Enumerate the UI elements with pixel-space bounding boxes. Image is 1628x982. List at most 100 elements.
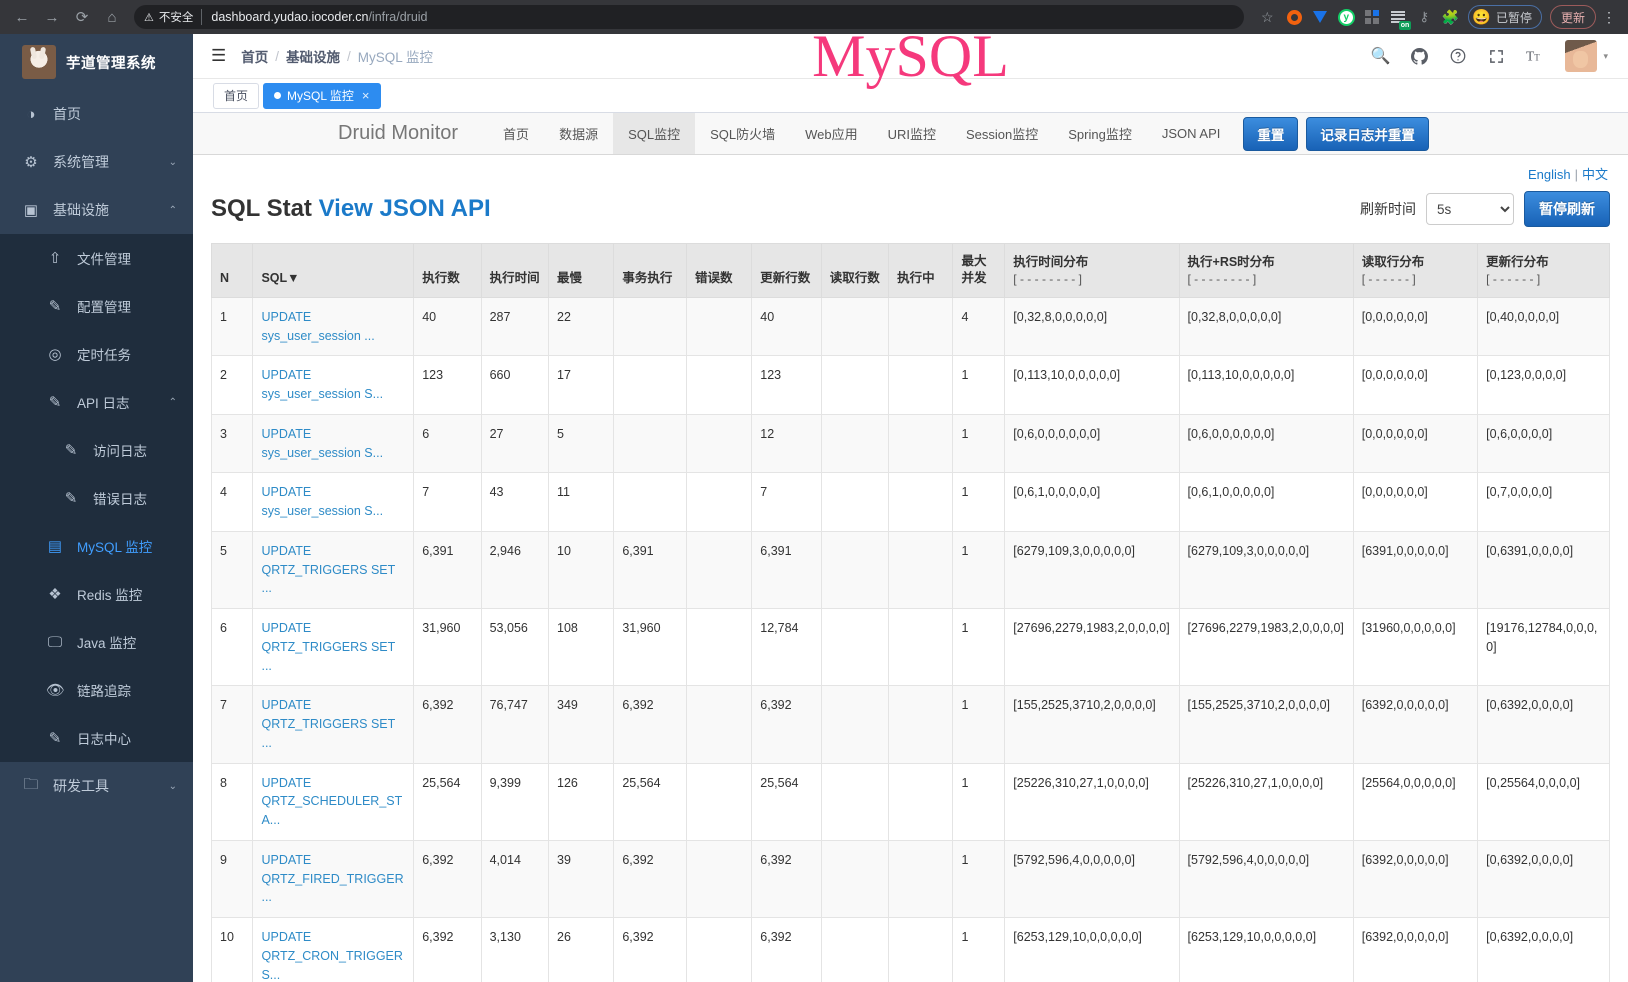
sidebar-item-scheduled-task[interactable]: ◎ 定时任务 <box>0 330 193 378</box>
sidebar-item-infra[interactable]: ▣ 基础设施 ⌃ <box>0 186 193 234</box>
druid-brand[interactable]: Druid Monitor <box>338 122 459 144</box>
extension-grid-icon[interactable] <box>1360 5 1384 29</box>
extension-key-icon[interactable]: ⚷ <box>1419 9 1430 24</box>
cell-sql[interactable]: UPDATE QRTZ_SCHEDULER_STA... <box>252 762 415 841</box>
tab-home[interactable]: 首页 <box>213 82 260 109</box>
druid-nav-datasource[interactable]: 数据源 <box>559 127 599 142</box>
cell-sql[interactable]: UPDATE QRTZ_FIRED_TRIGGER... <box>252 839 415 919</box>
col-read-row-dist[interactable]: 读取行分布[ - - - - - - ] <box>1352 243 1479 298</box>
druid-nav-sql-firewall[interactable]: SQL防火墙 <box>710 127 776 142</box>
view-json-api-link[interactable]: View JSON API <box>318 195 491 222</box>
brand[interactable]: 芋道管理系统 <box>0 34 193 90</box>
col-max-concurrent[interactable]: 最大并发 <box>952 243 1006 298</box>
col-n[interactable]: N <box>210 243 254 298</box>
col-update-rows[interactable]: 更新行数 <box>751 243 822 298</box>
col-slowest[interactable]: 最慢 <box>548 243 615 298</box>
druid-nav-uri-monitor[interactable]: URI监控 <box>887 127 936 142</box>
forward-arrow-icon[interactable]: → <box>44 8 60 26</box>
cell-sql[interactable]: UPDATE QRTZ_CRON_TRIGGERS... <box>252 916 415 982</box>
cell-sql[interactable]: UPDATE sys_user_session S... <box>252 355 415 415</box>
update-button[interactable]: 更新 <box>1549 5 1596 29</box>
extension-list-icon[interactable]: on <box>1386 5 1412 30</box>
sidebar-item-config-manage[interactable]: ✎ 配置管理 <box>0 282 193 330</box>
col-exec-count[interactable]: 执行数 <box>413 243 482 298</box>
col-exec-time[interactable]: 执行时间 <box>480 243 550 298</box>
cell-sql[interactable]: UPDATE sys_user_session S... <box>252 472 415 532</box>
sidebar-item-access-log[interactable]: ✎ 访问日志 <box>0 426 193 474</box>
sql-link[interactable]: UPDATE sys_user_session S... <box>261 426 384 460</box>
back-arrow-icon[interactable]: ← <box>14 8 30 26</box>
fullscreen-icon[interactable] <box>1488 48 1505 65</box>
sidebar-item-mysql-monitor[interactable]: ▤ MySQL 监控 <box>0 522 193 570</box>
col-read-rows[interactable]: 读取行数 <box>820 243 890 298</box>
hamburger-icon[interactable]: ☰ <box>211 46 226 65</box>
cell-sql[interactable]: UPDATE QRTZ_TRIGGERS SET ... <box>252 530 415 610</box>
log-and-reset-button[interactable]: 记录日志并重置 <box>1306 116 1429 151</box>
sql-link[interactable]: UPDATE QRTZ_SCHEDULER_STA... <box>261 775 403 828</box>
sql-link[interactable]: UPDATE sys_user_session S... <box>261 485 384 518</box>
address-bar[interactable]: ⚠ 不安全 dashboard.yudao.iocoder.cn/infra/d… <box>134 5 1245 29</box>
druid-nav-json-api[interactable]: JSON API <box>1161 126 1221 141</box>
cell-update-row-dist: [0,7,0,0,0,0] <box>1477 472 1610 532</box>
help-icon[interactable] <box>1449 47 1467 65</box>
sql-link[interactable]: UPDATE QRTZ_TRIGGERS SET ... <box>261 543 396 596</box>
druid-nav-spring-monitor[interactable]: Spring监控 <box>1068 127 1132 142</box>
sidebar-item-devtools[interactable]: 🗀 研发工具 ⌄ <box>0 762 193 810</box>
home-icon[interactable]: ⌂ <box>107 8 117 26</box>
druid-nav-sql-monitor[interactable]: SQL监控 <box>613 113 696 154</box>
cell-sql[interactable]: UPDATE sys_user_session ... <box>252 296 415 357</box>
druid-nav-session-monitor[interactable]: Session监控 <box>966 127 1039 142</box>
col-sql[interactable]: SQL▼ <box>252 243 415 298</box>
extensions-puzzle-icon[interactable]: 🧩 <box>1441 8 1459 25</box>
refresh-interval-select[interactable]: 5s10s20s30s60s <box>1426 193 1514 225</box>
breadcrumb-item-infra[interactable]: 基础设施 <box>286 50 341 65</box>
chevron-down-icon[interactable]: ▾ <box>1603 50 1608 61</box>
cell-sql[interactable]: UPDATE sys_user_session S... <box>252 413 415 474</box>
reset-button[interactable]: 重置 <box>1243 116 1299 151</box>
search-icon[interactable]: 🔍 <box>1370 48 1391 65</box>
col-error-count[interactable]: 错误数 <box>685 243 753 298</box>
sidebar-item-home[interactable]: ◑ 首页 <box>0 90 193 138</box>
bookmark-star-icon[interactable]: ☆ <box>1261 8 1274 25</box>
sql-link[interactable]: UPDATE QRTZ_CRON_TRIGGERS... <box>261 930 403 982</box>
col-tx-exec[interactable]: 事务执行 <box>613 243 687 298</box>
sql-link[interactable]: UPDATE sys_user_session ... <box>261 309 375 343</box>
tab-mysql-monitor[interactable]: MySQL 监控 × <box>263 82 381 109</box>
cell-running <box>888 413 954 474</box>
extension-youdao-icon[interactable]: y <box>1334 5 1358 29</box>
col-update-row-dist[interactable]: 更新行分布[ - - - - - - ] <box>1477 243 1610 298</box>
github-icon[interactable] <box>1411 47 1429 65</box>
col-running[interactable]: 执行中 <box>888 243 954 298</box>
cell-sql[interactable]: UPDATE QRTZ_TRIGGERS SET ... <box>252 685 415 764</box>
avatar[interactable] <box>1565 40 1598 72</box>
col-exec-rs-dist[interactable]: 执行+RS时分布[ - - - - - - - - ] <box>1178 243 1354 298</box>
druid-nav-web-app[interactable]: Web应用 <box>805 127 858 142</box>
browser-menu-icon[interactable]: ⋮ <box>1602 8 1616 25</box>
profile-chip[interactable]: 😀 已暂停 <box>1468 5 1542 29</box>
lang-english-link[interactable]: English <box>1527 167 1571 182</box>
reload-icon[interactable]: ⟳ <box>75 9 89 26</box>
extension-gem-icon[interactable] <box>1308 5 1332 29</box>
druid-nav-home[interactable]: 首页 <box>503 127 530 142</box>
sidebar-item-system[interactable]: ⚙ 系统管理 ⌄ <box>0 138 193 186</box>
sql-link[interactable]: UPDATE QRTZ_FIRED_TRIGGER... <box>261 852 404 905</box>
close-icon[interactable]: × <box>361 88 370 103</box>
sql-link[interactable]: UPDATE QRTZ_TRIGGERS SET ... <box>261 621 396 673</box>
sidebar-item-java-monitor[interactable]: 🖵 Java 监控 <box>0 618 193 666</box>
sidebar-item-error-log[interactable]: ✎ 错误日志 <box>0 474 193 522</box>
sidebar-item-redis-monitor[interactable]: ❖ Redis 监控 <box>0 570 193 618</box>
breadcrumb-item-home[interactable]: 首页 <box>241 50 269 65</box>
security-chip[interactable]: ⚠ 不安全 <box>144 9 203 25</box>
sidebar-item-log-center[interactable]: ✎ 日志中心 <box>0 714 193 762</box>
sidebar-item-trace[interactable]: 👁 链路追踪 <box>0 666 193 714</box>
sidebar-item-api-log[interactable]: ✎ API 日志 ⌃ <box>0 378 193 426</box>
pause-refresh-button[interactable]: 暂停刷新 <box>1524 191 1610 227</box>
sidebar-item-file-manage[interactable]: ⇧ 文件管理 <box>0 234 193 282</box>
extension-orange-icon[interactable] <box>1282 5 1306 29</box>
cell-sql[interactable]: UPDATE QRTZ_TRIGGERS SET ... <box>252 607 415 687</box>
sql-link[interactable]: UPDATE QRTZ_TRIGGERS SET ... <box>261 698 396 750</box>
col-exec-time-dist[interactable]: 执行时间分布[ - - - - - - - - ] <box>1004 243 1180 298</box>
sql-link[interactable]: UPDATE sys_user_session S... <box>261 368 384 401</box>
lang-chinese-link[interactable]: 中文 <box>1581 167 1608 182</box>
